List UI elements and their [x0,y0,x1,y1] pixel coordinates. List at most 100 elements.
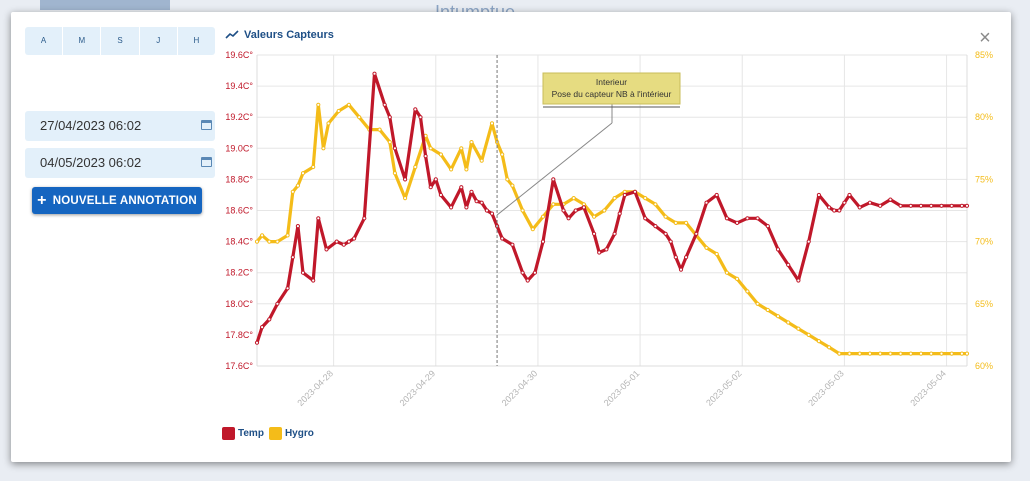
data-point-hygro [918,351,924,356]
legend-item-temp[interactable]: Temp [222,427,264,440]
period-day-button[interactable]: J [140,27,178,55]
data-point-temp [362,216,367,221]
data-point-hygro [765,307,770,313]
data-point-hygro [428,146,433,151]
y-left-tick-label: 19.0C° [225,143,253,153]
data-point-hygro [295,183,300,188]
data-point-hygro [775,314,781,319]
calendar-icon[interactable] [201,120,212,130]
data-point-temp [918,203,924,208]
data-point-temp [765,224,770,229]
y-right-tick-label: 70% [975,237,993,247]
data-point-hygro [888,351,893,356]
chart-title: Valeurs Capteurs [225,29,334,41]
data-point-temp [510,242,515,247]
data-point-temp [714,192,719,198]
data-point-temp [387,115,392,120]
data-point-temp [878,203,883,208]
data-point-hygro [254,239,260,244]
annotation-text: Pose du capteur NB à l'intérieur [552,89,672,99]
y-left-tick-label: 17.8C° [225,330,253,340]
data-point-hygro [847,351,852,356]
period-year-button[interactable]: A [25,27,64,55]
data-point-hygro [643,196,648,201]
data-point-hygro [857,351,862,356]
data-point-temp [632,189,638,194]
data-point-temp [459,185,464,190]
data-point-temp [786,262,791,267]
close-icon[interactable]: × [979,27,991,49]
data-point-temp [382,102,387,107]
data-point-temp [827,205,832,210]
data-point-hygro [316,102,321,107]
data-point-hygro [300,171,306,176]
data-point-temp [959,203,965,208]
x-tick-label: 2023-05-04 [908,368,948,408]
data-point-temp [867,200,873,205]
data-point-hygro [540,214,546,219]
background-header-bar [40,0,170,10]
annotation-connector [496,122,613,216]
y-right-tick-label: 75% [975,174,993,184]
x-tick-label: 2023-04-30 [500,368,540,408]
data-point-hygro [275,239,280,244]
data-point-hygro [311,164,316,170]
data-point-temp [260,325,265,330]
data-point-hygro [898,351,903,356]
data-point-hygro [346,102,351,107]
legend-item-hygro[interactable]: Hygro [268,427,314,440]
data-point-hygro [413,164,418,170]
calendar-icon[interactable] [201,157,212,167]
period-week-button[interactable]: S [101,27,140,55]
data-point-hygro [336,108,341,114]
data-point-temp [847,192,852,198]
data-point-temp [898,203,903,208]
data-point-temp [290,255,295,260]
data-point-temp [352,236,357,241]
data-point-temp [423,154,428,159]
data-point-hygro [786,320,791,325]
x-tick-label: 2023-05-03 [806,368,846,408]
period-hour-button[interactable]: H [193,36,200,45]
trend-line-icon [225,30,239,39]
data-point-temp [704,200,709,205]
data-point-hygro [735,276,740,281]
data-point-temp [316,216,321,221]
data-point-temp [418,115,423,120]
data-point-hygro [449,167,454,172]
data-point-temp [469,189,474,194]
period-month-button[interactable]: M [63,27,102,55]
data-point-temp [464,205,469,210]
data-point-hygro [745,289,750,294]
data-point-hygro [684,220,689,225]
data-point-temp [403,177,408,182]
data-point-temp [939,203,944,208]
y-right-tick-label: 85% [975,50,993,60]
data-point-temp [341,242,346,247]
data-point-hygro [939,351,944,356]
data-point-temp [678,267,684,272]
data-point-temp [755,216,760,221]
data-point-hygro [867,351,873,356]
data-point-hygro [724,270,730,275]
new-annotation-button[interactable]: + NOUVELLE ANNOTATION [32,187,202,214]
x-tick-label: 2023-05-01 [602,368,642,408]
end-date-field[interactable]: 04/05/2023 06:02 [25,148,215,178]
data-point-temp [449,205,454,210]
data-point-hygro [755,301,760,306]
data-point-hygro [489,121,495,126]
data-point-temp [949,203,954,208]
data-point-hygro [326,121,331,126]
data-point-temp [413,107,418,112]
data-point-hygro [403,196,408,201]
data-point-temp [908,203,913,208]
series-points-hygro [254,102,970,356]
data-point-temp [300,270,306,275]
annotation-title: Interieur [596,77,627,87]
data-point-temp [668,239,673,244]
data-point-temp [673,255,678,260]
new-annotation-label: NOUVELLE ANNOTATION [52,195,197,207]
data-point-hygro [321,146,326,151]
start-date-field[interactable]: 27/04/2023 06:02 [25,111,215,141]
data-point-temp [346,239,351,244]
